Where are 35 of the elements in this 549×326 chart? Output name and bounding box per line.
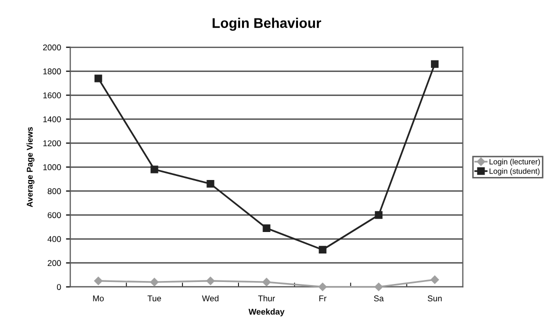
y-tick-label: 1600 — [43, 92, 61, 98]
y-tick-label: 1800 — [43, 68, 61, 74]
x-tick-label: Sa — [374, 295, 384, 302]
chart-title: Login Behaviour — [212, 18, 322, 31]
y-axis-title: Average Page Views — [26, 127, 34, 208]
point — [374, 211, 383, 219]
y-tick-label: 1000 — [43, 164, 61, 170]
point — [150, 278, 159, 286]
point — [318, 282, 327, 292]
point — [150, 166, 158, 174]
y-tick-label: 1400 — [43, 116, 61, 122]
point — [206, 180, 214, 188]
y-tick-label: 400 — [48, 236, 61, 242]
x-tick-label: Fr — [319, 296, 326, 302]
point — [206, 276, 215, 286]
point — [94, 276, 102, 286]
y-tick-label: 200 — [48, 260, 61, 266]
x-axis-title: Weekday — [248, 308, 284, 316]
point — [318, 246, 326, 254]
point — [374, 282, 383, 292]
y-tick-label: 600 — [48, 212, 61, 218]
x-tick-label: Tue — [148, 296, 162, 302]
x-tick-label: Thur — [258, 295, 275, 302]
x-tick-label: Wed — [202, 295, 218, 302]
y-tick-label: 2000 — [43, 44, 61, 50]
y-tick-label: 0 — [56, 284, 61, 290]
y-tick-label: 1200 — [43, 140, 61, 146]
point — [430, 276, 439, 284]
point — [94, 74, 102, 82]
point — [430, 60, 439, 68]
x-tick-label: Sun — [428, 295, 442, 302]
point — [262, 278, 271, 286]
point — [262, 224, 270, 232]
x-tick-label: Mo — [93, 296, 104, 302]
y-tick-label: 800 — [48, 188, 61, 194]
